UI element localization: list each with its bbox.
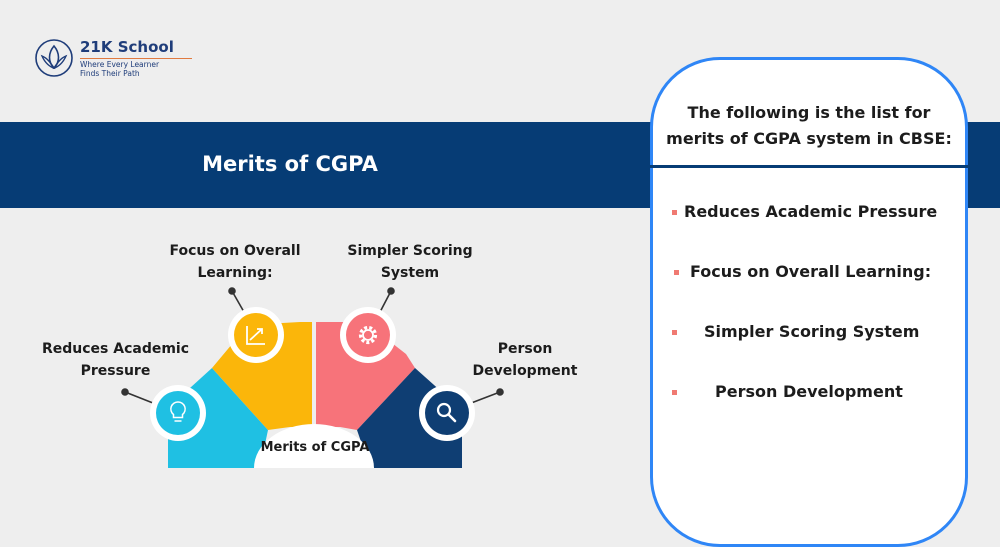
label-simpler-scoring-system: Simpler Scoring System (335, 240, 485, 284)
list-item-text: Focus on Overall Learning: (690, 262, 932, 281)
connector-line-2 (231, 290, 245, 313)
panel-heading: The following is the list for merits of … (653, 100, 965, 152)
label-reduces-academic-pressure: Reduces Academic Pressure (28, 338, 203, 382)
connector-dot-3 (387, 287, 395, 295)
label-line: Learning: (197, 265, 273, 281)
logo-tagline-line-2: Finds Their Path (80, 69, 140, 78)
connector-dot-2 (228, 287, 236, 295)
panel-heading-line-1: The following is the list for (687, 103, 931, 122)
logo-tagline: Where Every Learner Finds Their Path (80, 60, 159, 78)
merits-list-panel: The following is the list for merits of … (650, 57, 968, 547)
brand-logo: 21K School Where Every Learner Finds The… (34, 38, 192, 80)
label-line: Person (497, 341, 553, 357)
panel-heading-line-2: merits of CGPA system in CBSE: (666, 129, 952, 148)
search-icon (419, 385, 475, 441)
label-person-development: Person Development (460, 338, 590, 382)
bullet-icon (672, 390, 677, 395)
panel-divider (650, 165, 968, 168)
label-line: Simpler Scoring (347, 243, 473, 259)
label-focus-on-overall-learning: Focus on Overall Learning: (150, 240, 320, 284)
label-line: Reduces Academic (41, 341, 190, 357)
connector-dot-4 (496, 388, 504, 396)
lightbulb-icon (150, 385, 206, 441)
list-item-text: Simpler Scoring System (704, 322, 920, 341)
logo-divider (80, 58, 192, 59)
bullet-icon (674, 270, 679, 275)
label-line: Pressure (80, 363, 151, 379)
label-line: Development (472, 363, 578, 379)
chart-up-icon (228, 307, 284, 363)
lotus-logo-icon (35, 39, 73, 77)
banner-title: Merits of CGPA (202, 152, 378, 176)
merits-diagram (121, 287, 504, 468)
bullet-icon (672, 210, 677, 215)
logo-tagline-line-1: Where Every Learner (80, 60, 160, 69)
connector-line-3 (379, 290, 392, 313)
connector-lines (121, 287, 504, 406)
diagram-center-label: Merits of CGPA (260, 440, 370, 455)
bullet-icon (672, 330, 677, 335)
list-item-text: Person Development (715, 382, 903, 401)
label-line: System (380, 265, 440, 281)
connector-dot-1 (121, 388, 129, 396)
list-item-text: Reduces Academic Pressure (684, 202, 938, 221)
label-line: Focus on Overall (169, 243, 301, 259)
center-cap (254, 424, 374, 468)
gear-icon (340, 307, 396, 363)
logo-name: 21K School (80, 38, 174, 56)
